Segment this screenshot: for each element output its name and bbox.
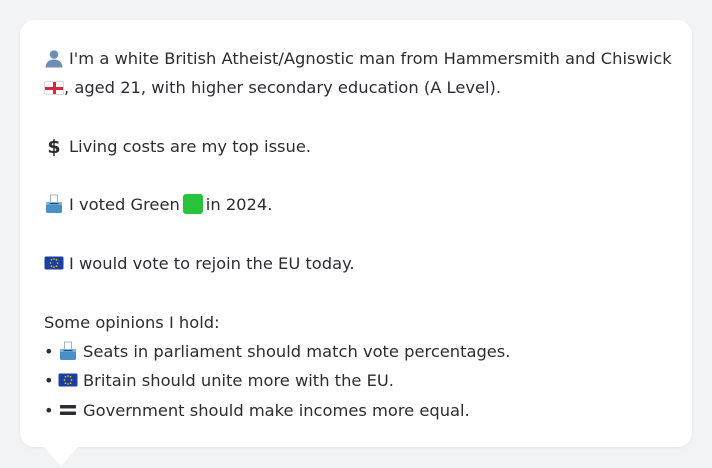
bullet: • <box>44 341 54 361</box>
vote-prefix-text: I voted Green <box>69 195 180 215</box>
profile-message: I'm a white British Atheist/Agnostic man… <box>44 44 672 425</box>
vote-suffix-text: in 2024. <box>205 195 273 215</box>
ballot-box-icon <box>46 195 62 214</box>
ballot-box-icon <box>60 341 76 360</box>
top-issue-text: Living costs are my top issue. <box>69 136 312 156</box>
opinion-item: • Seats in parliament should match vote … <box>44 337 672 366</box>
opinion-item: • Britain should unite more with the EU. <box>44 366 672 395</box>
intro-line-1: I'm a white British Atheist/Agnostic man… <box>44 44 672 73</box>
bullet: • <box>44 400 54 420</box>
eu-flag-icon <box>44 256 64 270</box>
opinion-text: Seats in parliament should match vote pe… <box>83 341 511 361</box>
intro-line-2: , aged 21, with higher secondary educati… <box>44 73 672 102</box>
opinion-text: Government should make incomes more equa… <box>83 400 470 420</box>
green-square-icon <box>182 194 203 215</box>
person-icon <box>45 50 63 68</box>
vote-line: I voted Green in 2024. <box>44 190 672 219</box>
intro-text-2: , aged 21, with higher secondary educati… <box>64 78 502 98</box>
svg-text:$: $ <box>47 136 60 156</box>
opinions-heading: Some opinions I hold: <box>44 312 220 332</box>
bullet: • <box>44 371 54 391</box>
eu-stance-text: I would vote to rejoin the EU today. <box>69 254 355 274</box>
top-issue-line: $ Living costs are my top issue. <box>44 132 672 161</box>
opinion-item: • Government should make incomes more eq… <box>44 396 672 425</box>
dollar-icon: $ <box>47 136 60 156</box>
opinion-text: Britain should unite more with the EU. <box>83 371 394 391</box>
chat-bubble-tail <box>43 446 79 466</box>
chat-bubble <box>20 20 692 447</box>
intro-text-1: I'm a white British Atheist/Agnostic man… <box>69 49 672 68</box>
eu-stance-line: I would vote to rejoin the EU today. <box>44 249 672 278</box>
equals-icon <box>60 404 76 415</box>
eu-flag-icon <box>58 373 78 387</box>
england-flag-icon <box>44 81 64 96</box>
